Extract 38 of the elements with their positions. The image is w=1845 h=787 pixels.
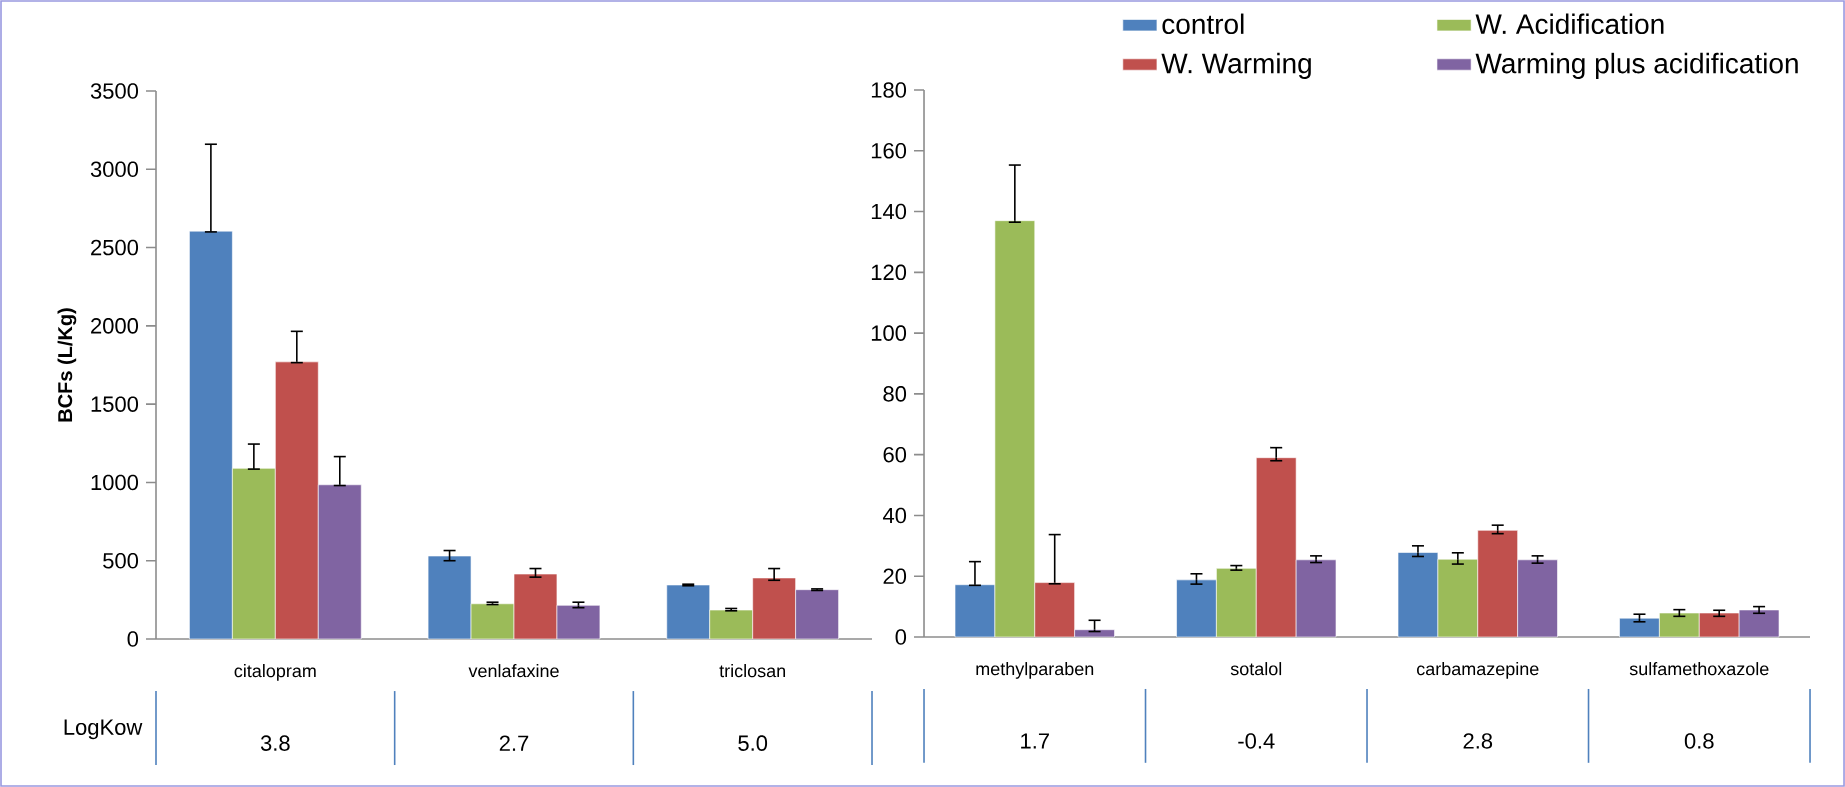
y-tick-label: 140 <box>871 203 907 220</box>
x-tick-label: sulfamethoxazole <box>1629 662 1769 676</box>
y-tick-label: 500 <box>103 552 139 569</box>
y-tick-label: 40 <box>882 507 907 524</box>
y-tick-label: 120 <box>871 264 907 281</box>
y-tick-label: 1500 <box>91 396 139 412</box>
y-tick-label: 60 <box>883 446 907 463</box>
text: 5.0 <box>738 735 768 751</box>
text: 2.8 <box>1463 733 1493 749</box>
y-tick-label: 80 <box>883 386 907 402</box>
text: 1.7 <box>1021 733 1049 749</box>
y-tick-label: 1000 <box>91 474 139 491</box>
y-tick-label: 20 <box>883 568 907 585</box>
legend-label: W. Warming <box>1161 52 1311 79</box>
y-tick-label: 0 <box>127 631 139 647</box>
text: 0.8 <box>1684 733 1714 749</box>
y-axis-title: BCFs (L/Kg) <box>57 308 77 422</box>
legend-label: control <box>1162 13 1244 35</box>
y-tick-label: 3500 <box>90 83 139 99</box>
x-tick-label: sotalol <box>1230 662 1282 676</box>
y-tick-label: 160 <box>871 143 907 159</box>
y-tick-label: 2000 <box>91 318 139 334</box>
text: 3.8 <box>260 735 290 751</box>
y-tick-label: 3000 <box>90 161 139 178</box>
legend-label: W. Acidification <box>1475 13 1664 35</box>
text: 2.7 <box>499 735 529 751</box>
x-tick-label: citalopram <box>234 664 316 681</box>
y-tick-label: 180 <box>871 82 907 98</box>
x-tick-label: triclosan <box>719 664 786 678</box>
text: LogKow <box>64 719 143 740</box>
legend-label: Warming plus acidification <box>1475 52 1798 79</box>
text: -0.4 <box>1238 733 1275 749</box>
y-tick-label: 0 <box>895 629 907 645</box>
y-tick-label: 2500 <box>91 239 139 256</box>
x-tick-label: carbamazepine <box>1416 662 1539 679</box>
x-tick-label: venlafaxine <box>468 664 559 678</box>
y-tick-label: 100 <box>871 325 907 341</box>
x-tick-label: methylparaben <box>976 662 1094 679</box>
